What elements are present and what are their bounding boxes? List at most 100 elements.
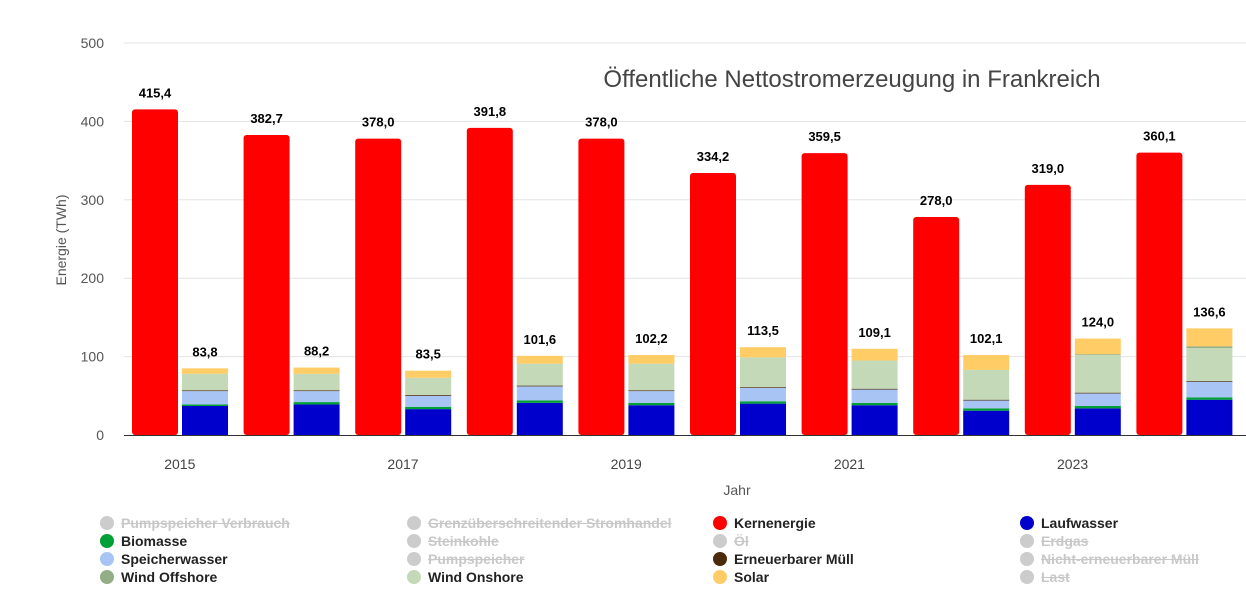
bar-kernenergie[interactable] (801, 153, 848, 436)
bar-segment-solar[interactable] (963, 355, 1010, 370)
bar-kernenergie[interactable] (466, 127, 513, 435)
bar-segment-laufwasser[interactable] (182, 405, 228, 435)
legend-item-erdgas[interactable]: Erdgas (1020, 532, 1088, 550)
legend-marker-icon (100, 534, 114, 548)
bar-kernenergie[interactable] (355, 138, 402, 435)
bar-segment-erneuerbarer-müll[interactable] (293, 390, 340, 392)
bar-segment-laufwasser[interactable] (405, 409, 452, 435)
bar-segment-biomasse[interactable] (405, 406, 452, 410)
legend-item-grenzüberschreitender-stromhandel[interactable]: Grenzüberschreitender Stromhandel (407, 514, 672, 532)
legend-label: Last (1041, 569, 1070, 585)
bar-segment-biomasse[interactable] (851, 402, 898, 406)
bar-segment-erneuerbarer-müll[interactable] (516, 385, 563, 387)
bar-segment-speicherwasser[interactable] (293, 391, 340, 403)
legend-item-kernenergie[interactable]: Kernenergie (713, 514, 816, 532)
bar-segment-biomasse[interactable] (1186, 397, 1233, 400)
bar-segment-wind-onshore[interactable] (516, 363, 563, 386)
bar-kernenergie[interactable] (578, 138, 625, 435)
legend-item-last[interactable]: Last (1020, 568, 1070, 586)
bar-segment-speicherwasser[interactable] (628, 391, 675, 403)
bar-kernenergie[interactable] (690, 172, 736, 436)
legend-item-laufwasser[interactable]: Laufwasser (1020, 514, 1118, 532)
bar-segment-speicherwasser[interactable] (740, 387, 786, 402)
bar-segment-wind-onshore[interactable] (963, 369, 1010, 400)
bar-segment-biomasse[interactable] (516, 400, 563, 403)
bar-kernenergie[interactable] (913, 217, 960, 435)
bar-segment-biomasse[interactable] (963, 408, 1010, 411)
bar-segment-laufwasser[interactable] (516, 402, 563, 435)
bar-segment-erneuerbarer-müll[interactable] (182, 390, 228, 392)
data-label-kernenergie: 378,0 (362, 115, 395, 130)
legend-label: Speicherwasser (121, 551, 228, 567)
bar-segment-solar[interactable] (1186, 328, 1233, 347)
legend-item-steinkohle[interactable]: Steinkohle (407, 532, 499, 550)
bar-segment-erneuerbarer-müll[interactable] (1186, 380, 1233, 382)
legend-item-nicht-erneuerbarer-müll[interactable]: Nicht-erneuerbarer Müll (1020, 550, 1199, 568)
bar-segment-laufwasser[interactable] (628, 405, 675, 435)
bar-segment-wind-onshore[interactable] (851, 360, 898, 389)
bar-segment-solar[interactable] (405, 370, 452, 378)
bar-segment-speicherwasser[interactable] (1186, 381, 1233, 398)
bar-segment-wind-onshore[interactable] (405, 377, 452, 396)
bar-segment-laufwasser[interactable] (1186, 399, 1233, 435)
legend-item-pumpspeicher-verbrauch[interactable]: Pumpspeicher Verbrauch (100, 514, 290, 532)
legend-marker-icon (1020, 552, 1034, 566)
bar-segment-wind-onshore[interactable] (628, 363, 675, 391)
bar-segment-wind-onshore[interactable] (1074, 355, 1121, 393)
legend-item-biomasse[interactable]: Biomasse (100, 532, 187, 550)
bar-kernenergie[interactable] (1024, 184, 1071, 435)
data-label-stack-total: 124,0 (1082, 315, 1115, 330)
bar-segment-erneuerbarer-müll[interactable] (628, 390, 675, 392)
bar-segment-solar[interactable] (516, 355, 563, 364)
bar-kernenergie[interactable] (243, 134, 290, 435)
bar-segment-wind-onshore[interactable] (182, 373, 228, 391)
bar-segment-speicherwasser[interactable] (182, 391, 228, 405)
legend-item-wind-offshore[interactable]: Wind Offshore (100, 568, 217, 586)
bar-segment-erneuerbarer-müll[interactable] (740, 387, 786, 388)
bar-segment-wind-onshore[interactable] (740, 357, 786, 388)
bar-kernenergie[interactable] (132, 109, 178, 435)
bar-segment-speicherwasser[interactable] (516, 386, 563, 401)
legend-item-erneuerbarer-müll[interactable]: Erneuerbarer Müll (713, 550, 854, 568)
bar-segment-biomasse[interactable] (740, 401, 786, 404)
y-tick-label: 200 (81, 270, 105, 286)
x-tick-label: 2023 (1057, 456, 1088, 472)
bar-segment-speicherwasser[interactable] (405, 395, 452, 407)
bar-segment-laufwasser[interactable] (851, 405, 898, 435)
data-label-stack-total: 102,1 (970, 331, 1003, 346)
bar-segment-laufwasser[interactable] (740, 403, 786, 435)
bar-kernenergie[interactable] (1136, 152, 1183, 436)
y-tick-label: 500 (81, 35, 105, 51)
bar-segment-erneuerbarer-müll[interactable] (1074, 392, 1121, 394)
bar-segment-biomasse[interactable] (1074, 405, 1121, 409)
bar-segment-solar[interactable] (740, 347, 786, 358)
bar-segment-solar[interactable] (182, 368, 228, 374)
bar-segment-wind-onshore[interactable] (293, 373, 340, 391)
bar-segment-erneuerbarer-müll[interactable] (851, 388, 898, 390)
bar-segment-wind-offshore[interactable] (1186, 346, 1233, 348)
bar-segment-speicherwasser[interactable] (1074, 393, 1121, 406)
legend-item-wind-onshore[interactable]: Wind Onshore (407, 568, 524, 586)
bar-segment-solar[interactable] (628, 355, 675, 364)
bar-segment-solar[interactable] (1074, 338, 1121, 355)
legend-item-solar[interactable]: Solar (713, 568, 769, 586)
bar-segment-laufwasser[interactable] (1074, 408, 1121, 435)
legend-item-pumpspeicher[interactable]: Pumpspeicher (407, 550, 524, 568)
bar-segment-biomasse[interactable] (628, 402, 675, 406)
bar-segment-speicherwasser[interactable] (851, 389, 898, 403)
legend-marker-icon (100, 552, 114, 566)
bar-segment-erneuerbarer-müll[interactable] (963, 399, 1010, 401)
bar-segment-wind-onshore[interactable] (1186, 347, 1233, 381)
bar-segment-solar[interactable] (851, 348, 898, 361)
bar-segment-biomasse[interactable] (293, 402, 340, 405)
bar-segment-biomasse[interactable] (182, 404, 228, 406)
bar-segment-laufwasser[interactable] (293, 404, 340, 435)
bar-segment-laufwasser[interactable] (963, 410, 1010, 435)
legend-item-speicherwasser[interactable]: Speicherwasser (100, 550, 228, 568)
bar-segment-wind-offshore[interactable] (1074, 354, 1121, 356)
bar-segment-speicherwasser[interactable] (963, 400, 1010, 409)
legend-item-öl[interactable]: Öl (713, 532, 749, 550)
data-label-kernenergie: 378,0 (585, 115, 618, 130)
bar-segment-solar[interactable] (293, 367, 340, 374)
bar-segment-erneuerbarer-müll[interactable] (405, 395, 452, 396)
